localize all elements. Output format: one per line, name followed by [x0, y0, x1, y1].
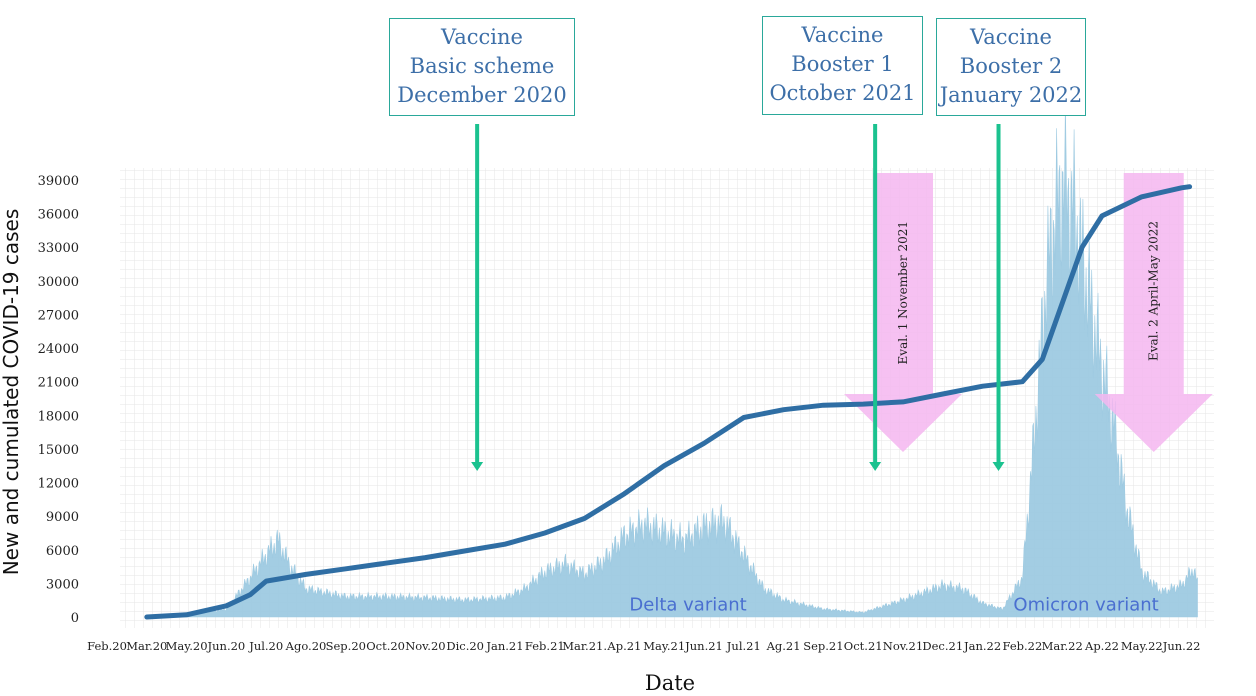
area-layer	[146, 100, 1198, 618]
y-tick-label: 6000	[46, 544, 79, 559]
x-tick-label: Oct.20	[366, 639, 405, 653]
y-tick-label: 9000	[46, 510, 79, 525]
vaccine-annotation-line: Basic scheme	[409, 54, 555, 78]
x-tick-label: Ag.21	[766, 639, 801, 653]
x-tick-label: Mar.21.	[562, 639, 607, 653]
y-tick-label: 18000	[38, 409, 79, 424]
vaccine-arrow-head	[992, 462, 1005, 471]
evaluation-label: Eval. 2 April-May 2022	[1147, 221, 1161, 361]
x-tick-label: Ago.20	[285, 639, 327, 653]
x-tick-label: Mar.20	[126, 639, 167, 653]
vaccine-annotation-line: Booster 1	[791, 52, 894, 76]
x-tick-label: Oct.21	[844, 639, 883, 653]
evaluation-label: Eval. 1 November 2021	[896, 221, 910, 364]
x-tick-label: Ap.22	[1084, 639, 1119, 653]
y-tick-label: 0	[71, 611, 79, 626]
vaccine-arrow-head	[869, 462, 882, 471]
x-tick-label: Jun.21	[684, 639, 723, 653]
y-axis-title: New and cumulated COVID-19 cases	[0, 209, 23, 576]
y-tick-label: 39000	[38, 174, 79, 189]
x-tick-label: Sep.21	[803, 639, 843, 653]
new-cases-area	[146, 100, 1198, 618]
y-tick-label: 36000	[38, 208, 79, 223]
x-tick-label: May.21	[643, 639, 685, 653]
vaccine-annotation-line: Vaccine	[441, 25, 523, 49]
y-tick-label: 24000	[38, 342, 79, 357]
x-tick-label: Sep.20	[326, 639, 366, 653]
vaccine-annotation-line: January 2022	[939, 83, 1083, 107]
vaccine-annotation-line: October 2021	[769, 81, 916, 105]
x-tick-label: Mar.22	[1042, 639, 1083, 653]
x-tick-label: Dec.21	[922, 639, 963, 653]
variant-label: Omicron variant	[1013, 594, 1158, 615]
y-tick-label: 15000	[38, 443, 79, 458]
x-tick-label: May.20	[166, 639, 208, 653]
x-tick-label: Dic.20	[446, 639, 484, 653]
x-tick-label: May.22	[1121, 639, 1163, 653]
vaccine-annotation-box: Vaccine Basic scheme December 2020	[389, 18, 575, 116]
vaccine-annotation-box: Vaccine Booster 2 January 2022	[936, 18, 1086, 116]
x-tick-label: Jun.22	[1162, 639, 1201, 653]
x-tick-label: Feb.21	[525, 639, 565, 653]
vaccine-annotation-line: Booster 2	[959, 54, 1063, 78]
vaccine-annotation-line: Vaccine	[801, 23, 884, 47]
x-axis-title: Date	[645, 671, 695, 695]
vaccine-annotation-box: Vaccine Booster 1 October 2021	[762, 16, 923, 115]
x-tick-label: Jul.20	[248, 639, 283, 653]
text-layer: 0 3000 6000 9000 12000 15000 18000 21000 24000 27…	[0, 174, 1200, 695]
vaccine-arrows	[471, 124, 1005, 471]
vaccine-arrow-head	[471, 462, 484, 471]
x-tick-label: Nov.20	[405, 639, 445, 653]
x-tick-label: Jan.22	[963, 639, 1001, 653]
variant-label: Delta variant	[629, 594, 746, 615]
y-tick-label: 12000	[38, 477, 79, 492]
y-tick-label: 3000	[46, 577, 79, 592]
y-tick-label: 33000	[38, 241, 79, 256]
y-tick-label: 30000	[38, 275, 79, 290]
line-layer	[144, 184, 1193, 620]
x-tick-label: Jan.21	[485, 639, 523, 653]
y-tick-label: 27000	[38, 308, 79, 323]
x-tick-label: Feb.22	[1002, 639, 1042, 653]
vaccine-annotation-line: Vaccine	[970, 25, 1052, 49]
y-tick-label: 21000	[38, 376, 79, 391]
evaluation-arrow	[1094, 173, 1213, 452]
vaccine-annotation-line: December 2020	[397, 83, 567, 107]
x-tick-label: Jul.21	[726, 639, 761, 653]
cumulative-cases-line	[144, 184, 1193, 620]
x-tick-label: Nov.21	[883, 639, 923, 653]
x-tick-label: Jun.20	[207, 639, 246, 653]
x-tick-label: Ap.21	[606, 639, 641, 653]
x-tick-label: Feb.20	[87, 639, 127, 653]
